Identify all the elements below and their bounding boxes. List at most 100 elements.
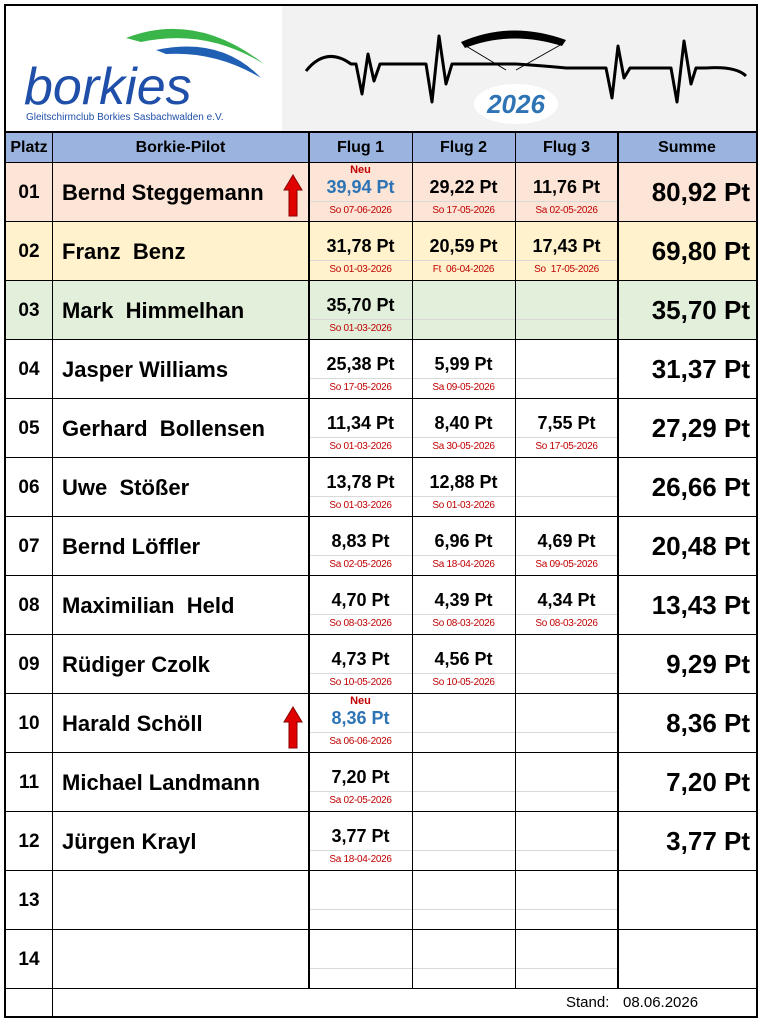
flight-points: 8,36 Pt — [331, 708, 390, 728]
total-points: 3,77 Pt — [666, 826, 750, 856]
column-line — [515, 131, 516, 989]
flight-date: So 01-03-2026 — [329, 500, 392, 511]
flight-points: 31,78 Pt — [326, 236, 395, 256]
footer-label: Stand: — [566, 994, 610, 1011]
row-bg — [6, 930, 756, 989]
flight-date: So 01-03-2026 — [432, 500, 495, 511]
rank: 11 — [18, 771, 40, 793]
flight-points: 4,56 Pt — [434, 649, 493, 669]
pilot-name: Uwe Stößer — [62, 474, 190, 500]
flight-date: So 08-03-2026 — [432, 618, 495, 629]
new-label: Neu — [350, 695, 371, 707]
cell-gridline — [309, 968, 618, 969]
cell-gridline — [309, 791, 618, 792]
cell-gridline — [309, 437, 618, 438]
row-bg — [6, 753, 756, 812]
flight-date: So 01-03-2026 — [329, 441, 392, 452]
flight-date: So 10-05-2026 — [329, 677, 392, 688]
flight-date: So 10-05-2026 — [432, 677, 495, 688]
paraglider — [461, 30, 566, 48]
column-line — [412, 131, 413, 989]
row-bg — [6, 340, 756, 399]
flight-points: 11,76 Pt — [532, 177, 601, 197]
row-bg — [6, 812, 756, 871]
column-line — [52, 989, 53, 1017]
heartbeat-line — [304, 34, 748, 104]
rank: 03 — [18, 299, 40, 321]
total-points: 80,92 Pt — [651, 177, 750, 207]
total-points: 26,66 Pt — [651, 472, 750, 502]
trend-arrow — [283, 174, 303, 217]
pilot-name: Gerhard Bollensen — [62, 415, 265, 441]
flight-date: So 17-05-2026 — [535, 441, 598, 452]
total-points: 13,43 Pt — [651, 590, 750, 620]
flight-points: 4,73 Pt — [331, 649, 390, 669]
cell-gridline — [309, 260, 618, 261]
flight-points: 4,34 Pt — [537, 590, 596, 610]
flight-points: 6,96 Pt — [434, 531, 493, 551]
arrow-up — [283, 174, 303, 217]
year: 2026 — [486, 89, 545, 119]
flight-points: 4,69 Pt — [537, 531, 596, 551]
cell-gridline — [309, 732, 618, 733]
pilot-name: Jasper Williams — [62, 356, 229, 382]
swoosh-green — [126, 28, 264, 64]
flight-points: 11,34 Pt — [326, 413, 395, 433]
flight-date: Sa 09-05-2026 — [535, 559, 598, 570]
row-bg — [6, 576, 756, 635]
logo-subtitle: Gleitschirmclub Borkies Sasbachwalden e.… — [26, 112, 224, 123]
rank: 06 — [18, 476, 40, 498]
flight-points: 25,38 Pt — [326, 354, 395, 374]
pilot-name: Maximilian Held — [62, 592, 235, 618]
flight-date: So 08-03-2026 — [535, 618, 598, 629]
year-bg — [474, 84, 558, 124]
swoosh-blue — [156, 46, 261, 78]
total-points: 8,36 Pt — [666, 708, 750, 738]
pilot-name: Rüdiger Czolk — [62, 651, 210, 677]
cell-gridline — [309, 201, 618, 202]
rank: 08 — [18, 594, 40, 616]
header-cell: Platz — [6, 131, 52, 163]
cell-gridline — [309, 319, 618, 320]
flight-points: 13,78 Pt — [326, 472, 395, 492]
flight-points: 7,55 Pt — [537, 413, 596, 433]
header-cell: Borkie-Pilot — [52, 131, 309, 163]
paraglider-lines — [465, 43, 563, 71]
flight-date: Sa 30-05-2026 — [432, 441, 495, 452]
cell-gridline — [309, 614, 618, 615]
flight-date: Sa 02-05-2026 — [329, 795, 392, 806]
row-bg — [6, 871, 756, 930]
rank: 09 — [18, 653, 40, 675]
flight-date: Sa 02-05-2026 — [535, 205, 598, 216]
total-points: 31,37 Pt — [651, 354, 750, 384]
flight-points: 8,40 Pt — [434, 413, 493, 433]
column-line — [52, 131, 53, 989]
pilot-name: Jürgen Krayl — [62, 828, 197, 854]
column-line — [308, 131, 310, 989]
flight-points: 12,88 Pt — [429, 472, 498, 492]
flight-date: Sa 09-05-2026 — [432, 382, 495, 393]
flight-points: 20,59 Pt — [429, 236, 498, 256]
rank: 07 — [18, 535, 40, 557]
flight-points: 8,83 Pt — [331, 531, 390, 551]
cell-gridline — [309, 378, 618, 379]
row-bg — [6, 635, 756, 694]
banner: borkies Gleitschirmclub Borkies Sasbachw… — [24, 6, 756, 131]
rank: 13 — [18, 889, 40, 911]
flight-points: 5,99 Pt — [434, 354, 493, 374]
flight-points: 17,43 Pt — [532, 236, 601, 256]
total-points: 7,20 Pt — [666, 767, 750, 797]
header-cell: Flug 1 — [309, 131, 412, 163]
flight-date: Sa 06-06-2026 — [329, 736, 392, 747]
row-bg — [6, 281, 756, 340]
flight-date: Sa 18-04-2026 — [432, 559, 495, 570]
trend-arrow — [283, 706, 303, 749]
rank: 01 — [18, 181, 40, 203]
flight-date: So 17-05-2026 — [432, 205, 495, 216]
cell-gridline — [309, 496, 618, 497]
row-bg — [6, 458, 756, 517]
flight-date: Sa 02-05-2026 — [329, 559, 392, 570]
row-bg — [6, 163, 756, 222]
header-cell: Summe — [618, 131, 756, 163]
total-points: 20,48 Pt — [651, 531, 750, 561]
